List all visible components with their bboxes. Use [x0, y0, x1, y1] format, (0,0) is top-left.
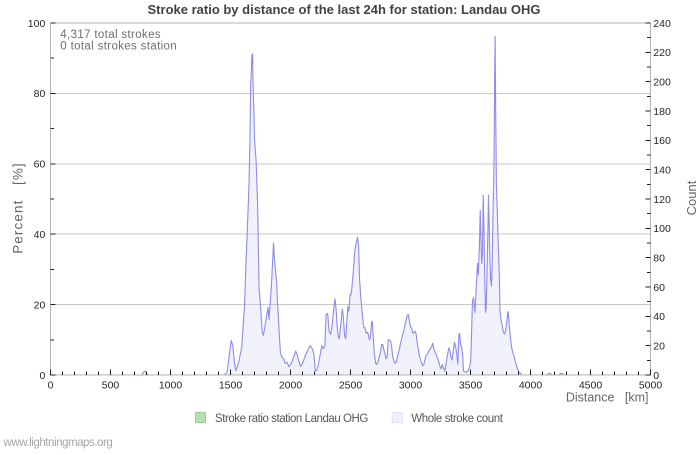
svg-text:Distance [km]: Distance [km] [566, 391, 649, 405]
svg-text:0: 0 [39, 370, 45, 382]
svg-text:120: 120 [653, 194, 671, 206]
svg-text:240: 240 [653, 18, 671, 30]
svg-text:100: 100 [28, 18, 46, 30]
svg-text:140: 140 [653, 165, 671, 177]
svg-text:100: 100 [653, 223, 671, 235]
svg-text:1500: 1500 [219, 380, 243, 392]
svg-text:Stroke ratio by distance of th: Stroke ratio by distance of the last 24h… [148, 2, 541, 17]
svg-text:0: 0 [653, 370, 659, 382]
svg-text:40: 40 [34, 229, 46, 241]
svg-text:Whole stroke count: Whole stroke count [411, 413, 503, 425]
svg-text:1000: 1000 [159, 380, 183, 392]
svg-text:5000: 5000 [639, 380, 663, 392]
svg-text:2500: 2500 [339, 380, 363, 392]
svg-text:3500: 3500 [459, 380, 483, 392]
svg-text:0 total strokes station: 0 total strokes station [60, 41, 177, 53]
svg-text:4500: 4500 [579, 380, 603, 392]
svg-text:4,317 total strokes: 4,317 total strokes [60, 29, 161, 41]
svg-text:3000: 3000 [399, 380, 423, 392]
svg-text:0: 0 [48, 380, 54, 392]
svg-text:60: 60 [653, 282, 665, 294]
svg-text:20: 20 [34, 299, 46, 311]
svg-text:Stroke ratio station Landau OH: Stroke ratio station Landau OHG [215, 413, 368, 425]
svg-text:220: 220 [653, 47, 671, 59]
svg-text:160: 160 [653, 135, 671, 147]
svg-text:Percent [%]: Percent [%] [11, 162, 26, 254]
svg-text:200: 200 [653, 77, 671, 89]
svg-text:4000: 4000 [519, 380, 543, 392]
svg-text:Count: Count [684, 180, 699, 215]
svg-text:500: 500 [102, 380, 120, 392]
svg-text:60: 60 [34, 159, 46, 171]
svg-text:80: 80 [34, 88, 46, 100]
svg-text:40: 40 [653, 311, 665, 323]
svg-text:20: 20 [653, 341, 665, 353]
svg-text:80: 80 [653, 253, 665, 265]
svg-text:www.lightningmaps.org: www.lightningmaps.org [3, 437, 113, 449]
svg-text:180: 180 [653, 106, 671, 118]
svg-text:2000: 2000 [279, 380, 303, 392]
